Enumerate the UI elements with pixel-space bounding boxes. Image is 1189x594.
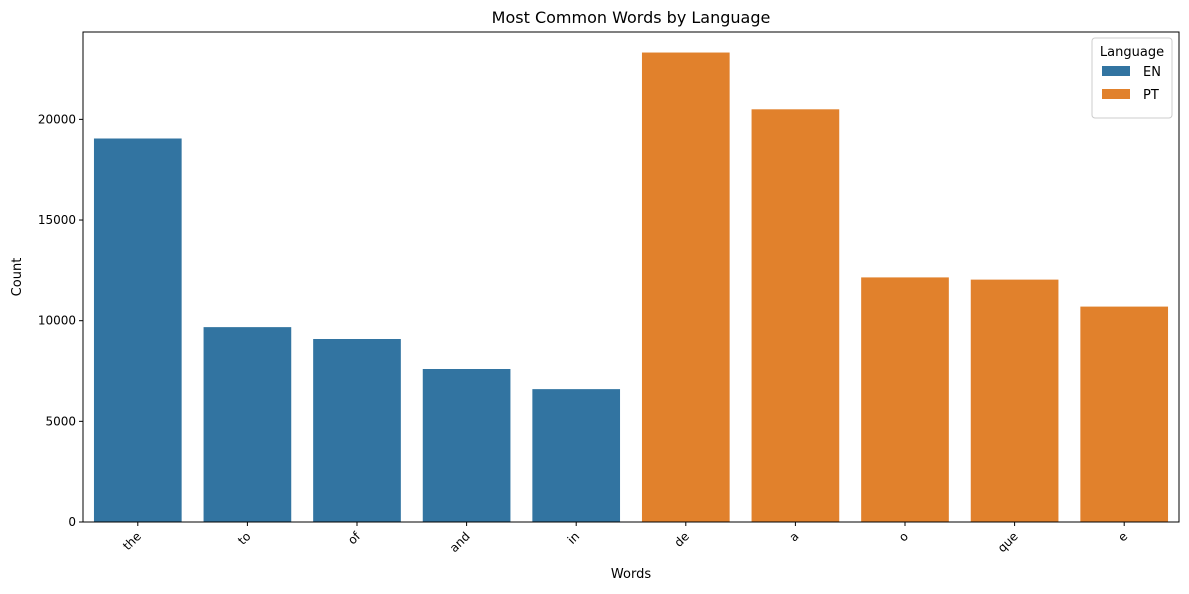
x-axis-label: Words xyxy=(611,567,651,582)
bar-de xyxy=(641,52,730,523)
x-tick-label-to: to xyxy=(235,529,253,547)
x-tick-label-of: of xyxy=(345,529,364,548)
bar-to xyxy=(203,327,292,522)
bar-o xyxy=(861,277,949,522)
bar-e xyxy=(1080,306,1169,522)
x-tick-label-the: the xyxy=(120,529,144,553)
y-tick-label: 15000 xyxy=(38,213,76,227)
legend-swatch-en xyxy=(1102,66,1130,76)
legend-title: Language xyxy=(1100,45,1164,60)
y-tick-label: 10000 xyxy=(38,314,76,328)
chart-title: Most Common Words by Language xyxy=(492,8,771,27)
x-tick-label-o: o xyxy=(896,529,911,544)
bar-in xyxy=(532,389,621,522)
x-tick-label-a: a xyxy=(786,529,801,544)
bar-of xyxy=(313,339,401,522)
y-tick-label: 0 xyxy=(68,515,76,529)
x-tick-label-in: in xyxy=(565,529,583,547)
bar-que xyxy=(970,279,1059,522)
x-tick-label-que: que xyxy=(995,529,1021,555)
plot-frame xyxy=(82,31,1180,523)
x-tick-label-de: de xyxy=(671,529,692,550)
bar-and xyxy=(422,369,511,522)
legend-label-en: EN xyxy=(1143,65,1161,80)
legend-label-pt: PT xyxy=(1143,88,1159,103)
legend: Language EN PT xyxy=(1091,37,1173,119)
legend-swatch-pt xyxy=(1102,89,1130,99)
x-tick-label-e: e xyxy=(1115,529,1130,544)
bar-a xyxy=(751,109,840,523)
x-tick-label-and: and xyxy=(447,529,473,555)
y-tick-label: 20000 xyxy=(38,112,76,126)
y-axis-label: Count xyxy=(10,258,25,297)
bar-the xyxy=(93,138,182,522)
y-tick-label: 5000 xyxy=(45,414,76,428)
